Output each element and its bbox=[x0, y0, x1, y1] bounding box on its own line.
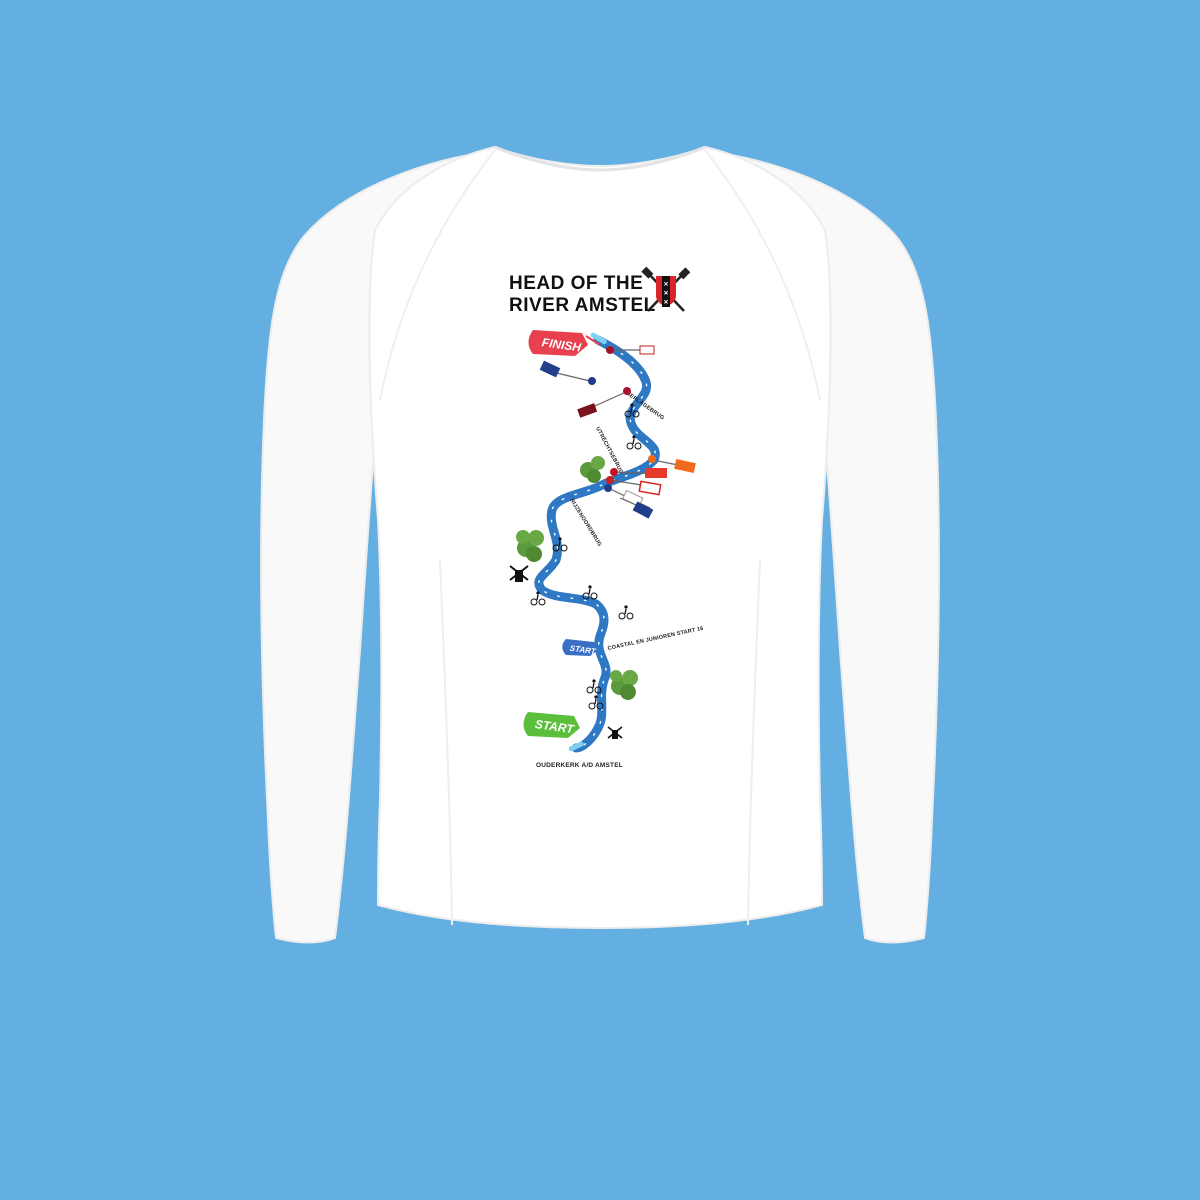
oar-blade-icon bbox=[610, 468, 667, 478]
right-seam bbox=[747, 559, 761, 926]
cyclist-icon bbox=[624, 403, 640, 418]
left-sleeve bbox=[260, 148, 502, 944]
svg-text:✕: ✕ bbox=[663, 290, 668, 297]
amsterdam-shield-icon: ✕ ✕ ✕ bbox=[656, 276, 676, 307]
print-title-line-2: RIVER AMSTEL bbox=[509, 295, 656, 316]
svg-text:✕: ✕ bbox=[663, 281, 668, 288]
print-title-line-1: HEAD OF THE bbox=[509, 273, 643, 294]
oar-blade-icon bbox=[577, 387, 631, 418]
finish-label: FINISH bbox=[541, 335, 582, 354]
oar-blade-icon bbox=[648, 455, 696, 473]
cyclist-icon bbox=[582, 585, 598, 600]
oar-blade-icon bbox=[606, 476, 662, 496]
start-flag-secondary: START bbox=[562, 639, 598, 656]
svg-text:✕: ✕ bbox=[663, 299, 668, 306]
tree-icon bbox=[516, 530, 544, 562]
start-label: START bbox=[534, 717, 576, 737]
cyclist-icon bbox=[626, 435, 642, 450]
river-route bbox=[534, 335, 660, 753]
cyclist-icon bbox=[552, 537, 568, 552]
windmill-icon bbox=[607, 726, 623, 739]
cyclist-icon bbox=[588, 695, 604, 710]
rowing-boat-icon bbox=[590, 332, 607, 345]
label-ouderkerk: OUDERKERK A/D AMSTEL bbox=[536, 762, 623, 769]
oar-blade-icon bbox=[539, 360, 596, 385]
right-sleeve bbox=[698, 148, 940, 944]
oar-blade-icon bbox=[606, 345, 655, 355]
rowing-boat-icon bbox=[568, 741, 584, 752]
tree-icon bbox=[610, 670, 638, 700]
left-seam bbox=[439, 559, 453, 926]
cyclist-icon bbox=[586, 679, 602, 694]
oar-blade-icon bbox=[619, 497, 654, 519]
long-sleeve-shirt bbox=[260, 145, 940, 944]
windmill-icon bbox=[509, 565, 529, 582]
tree-icon bbox=[580, 456, 605, 483]
cyclist-icon bbox=[530, 591, 546, 606]
cyclist-icon bbox=[618, 605, 634, 620]
shirt-body bbox=[368, 145, 832, 930]
left-raglan-seam bbox=[379, 149, 496, 401]
start2-label: START bbox=[569, 644, 597, 657]
finish-flag: FINISH bbox=[528, 330, 601, 356]
collar bbox=[494, 145, 706, 172]
right-raglan-seam bbox=[704, 149, 821, 401]
start-flag: START bbox=[523, 712, 580, 738]
